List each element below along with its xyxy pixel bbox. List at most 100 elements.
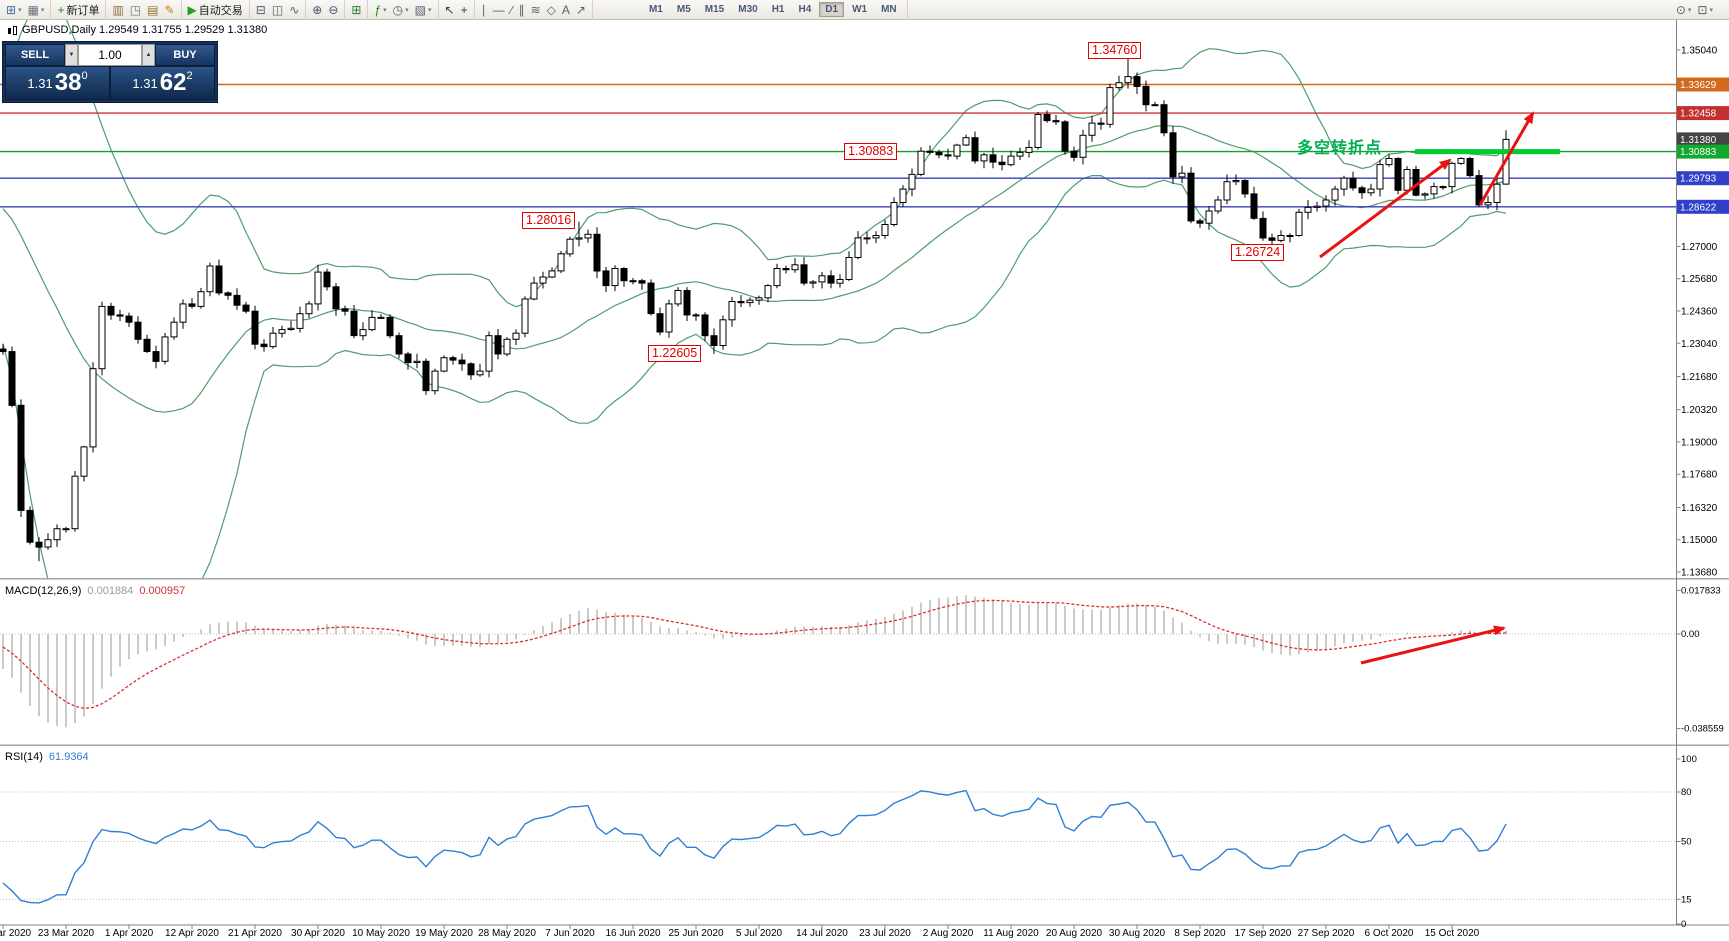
svg-text:1 Apr 2020: 1 Apr 2020: [105, 928, 154, 939]
templates-button[interactable]: ▧ ▾: [412, 1, 435, 19]
svg-text:16 Mar 2020: 16 Mar 2020: [0, 928, 32, 939]
trend-arrow[interactable]: [1478, 111, 1535, 206]
price-badge: [1677, 171, 1729, 186]
bollinger-upper-band: [2, 20, 1507, 308]
main-chart-panel[interactable]: [0, 3, 1676, 649]
search-icon: ⊙: [1675, 2, 1686, 17]
lot-decrease-button[interactable]: ▼: [65, 44, 78, 66]
lot-increase-button[interactable]: ▲: [142, 44, 155, 66]
crosshair-button[interactable]: +: [458, 1, 471, 19]
periods-button[interactable]: ◷ ▾: [390, 1, 412, 19]
sell-button[interactable]: SELL: [5, 44, 65, 66]
horizontal-line-button[interactable]: ―: [490, 1, 508, 19]
timeframe-button-h4[interactable]: H4: [792, 2, 817, 17]
channel-icon: ∥: [518, 2, 525, 17]
svg-text:19 May 2020: 19 May 2020: [415, 928, 473, 939]
shapes-button[interactable]: ◇: [544, 1, 559, 19]
timeframe-button-m1[interactable]: M1: [643, 2, 669, 17]
new-chart-icon: ⊞: [6, 2, 17, 17]
vertical-line-button[interactable]: ∣: [478, 1, 490, 19]
profiles-icon: ▦: [27, 2, 39, 17]
objects-group: ∣ ― ∕ ∥ ≋ ◇ A ↗: [475, 0, 593, 20]
arrows-button[interactable]: ↗: [573, 1, 589, 19]
macd-histogram: [2, 595, 1507, 728]
rsi-indicator-label: RSI(14) 61.9364: [5, 751, 89, 763]
price-callout-1.28016[interactable]: 1.28016: [522, 212, 576, 229]
new-order-button[interactable]: + 新订单: [54, 1, 102, 19]
svg-text:0.017833: 0.017833: [1681, 585, 1721, 596]
indicators-button[interactable]: ƒ ▾: [371, 1, 389, 19]
svg-text:80: 80: [1681, 787, 1692, 798]
text-button[interactable]: A: [559, 1, 573, 19]
profiles-button[interactable]: ▦ ▾: [25, 1, 48, 19]
fibonacci-button[interactable]: ≋: [528, 1, 544, 19]
navigator-button[interactable]: ▤: [144, 1, 161, 19]
timeframe-button-m30[interactable]: M30: [732, 2, 763, 17]
timeframe-button-d1[interactable]: D1: [819, 2, 845, 17]
more-tools-button[interactable]: ⊡ ▾: [1694, 1, 1716, 19]
shapes-icon: ◇: [546, 2, 556, 17]
price-axis[interactable]: 1.35040 1.27000 1.25680 1.24360 1.23040 1.216…: [0, 20, 1729, 930]
chart-group: ⊞ ▾ ▦ ▾: [0, 0, 52, 20]
toolbar-right-group: ⊙ ▾ ⊡ ▾: [1670, 0, 1719, 20]
bar-chart-button[interactable]: ⊟: [253, 1, 269, 19]
market-watch-button[interactable]: ▥: [109, 1, 126, 19]
buy-button[interactable]: BUY: [155, 44, 215, 66]
autotrading-button[interactable]: ▶ 自动交易: [185, 1, 246, 19]
panel-separator[interactable]: [0, 744, 1729, 747]
toolbar: ⊞ ▾ ▦ ▾ + 新订单 ▥ ◳ ▤ ✎ ▶ 自动交易 ⊟ ◫ ∿ ⊕ ⊖ ⊞ ƒ ▾ ◷ ▾ ▧ ▾ ↖ + ∣ ― ∕ ∥ ≋ ◇ A ↗ M…: [0, 0, 1729, 20]
timeframe-button-h1[interactable]: H1: [766, 2, 791, 17]
rsi-name: RSI(14): [5, 751, 43, 763]
svg-text:-0.038559: -0.038559: [1681, 723, 1724, 734]
tile-windows-button[interactable]: ⊞: [348, 1, 364, 19]
timeframe-button-m15[interactable]: M15: [699, 2, 730, 17]
timeframe-button-w1[interactable]: W1: [846, 2, 873, 17]
svg-text:1.30883: 1.30883: [1680, 147, 1717, 158]
price-callout-1.22605[interactable]: 1.22605: [648, 345, 702, 362]
price-callout-1.26724[interactable]: 1.26724: [1231, 244, 1285, 261]
trend-arrow[interactable]: [1360, 625, 1506, 665]
trend-arrow[interactable]: [1319, 158, 1452, 259]
one-click-top-row: SELL ▼ ▲ BUY: [5, 44, 215, 66]
macd-signal-line: [2, 599, 1507, 709]
new-chart-button[interactable]: ⊞ ▾: [3, 1, 25, 19]
panel-separator[interactable]: [0, 578, 1729, 580]
price-callout-1.30883[interactable]: 1.30883: [844, 143, 898, 160]
periods-icon: ◷: [392, 2, 404, 17]
line-chart-button[interactable]: ∿: [286, 1, 302, 19]
price-callout-1.34760[interactable]: 1.34760: [1088, 42, 1142, 59]
market-watch-icon: ▥: [112, 2, 124, 17]
chevron-down-icon: ▾: [383, 6, 387, 14]
svg-text:1.27000: 1.27000: [1681, 242, 1718, 253]
time-axis[interactable]: 16 Mar 2020 23 Mar 2020 1 Apr 2020 12 Apr 2…: [0, 925, 1480, 939]
autotrading-icon: ▶: [187, 2, 197, 17]
sell-price-button[interactable]: 1.31 38 0: [5, 66, 110, 100]
svg-text:1.31380: 1.31380: [1680, 135, 1717, 146]
chart-search-button[interactable]: ⊙ ▾: [1673, 1, 1695, 19]
chevron-down-icon: ▾: [1687, 6, 1692, 14]
candlestick-button[interactable]: ◫: [269, 1, 286, 19]
timeframe-button-mn[interactable]: MN: [875, 2, 903, 17]
rsi-panel[interactable]: [0, 789, 1676, 904]
layout-group: ⊞: [345, 0, 369, 20]
zoom-out-button[interactable]: ⊖: [325, 1, 341, 19]
price-badge: [1677, 144, 1729, 159]
price-badge: [1677, 106, 1729, 121]
svg-text:28 May 2020: 28 May 2020: [478, 928, 536, 939]
metaeditor-button[interactable]: ✎: [161, 1, 177, 19]
channel-button[interactable]: ∥: [516, 1, 528, 19]
lot-size-input[interactable]: [78, 44, 142, 66]
cursor-button[interactable]: ↖: [442, 1, 458, 19]
trendline-button[interactable]: ∕: [508, 1, 516, 19]
zoom-out-icon: ⊖: [328, 2, 339, 17]
triangle-down-icon: ▼: [68, 52, 75, 58]
zoom-in-button[interactable]: ⊕: [309, 1, 325, 19]
text-annotation[interactable]: 多空转折点: [1297, 140, 1383, 157]
horizontal-line-icon: ―: [492, 2, 505, 17]
data-window-button[interactable]: ◳: [127, 1, 144, 19]
buy-price-button[interactable]: 1.31 62 2: [110, 66, 215, 100]
macd-panel[interactable]: [0, 595, 1676, 728]
timeframe-button-m5[interactable]: M5: [671, 2, 697, 17]
svg-text:14 Jul 2020: 14 Jul 2020: [796, 928, 848, 939]
